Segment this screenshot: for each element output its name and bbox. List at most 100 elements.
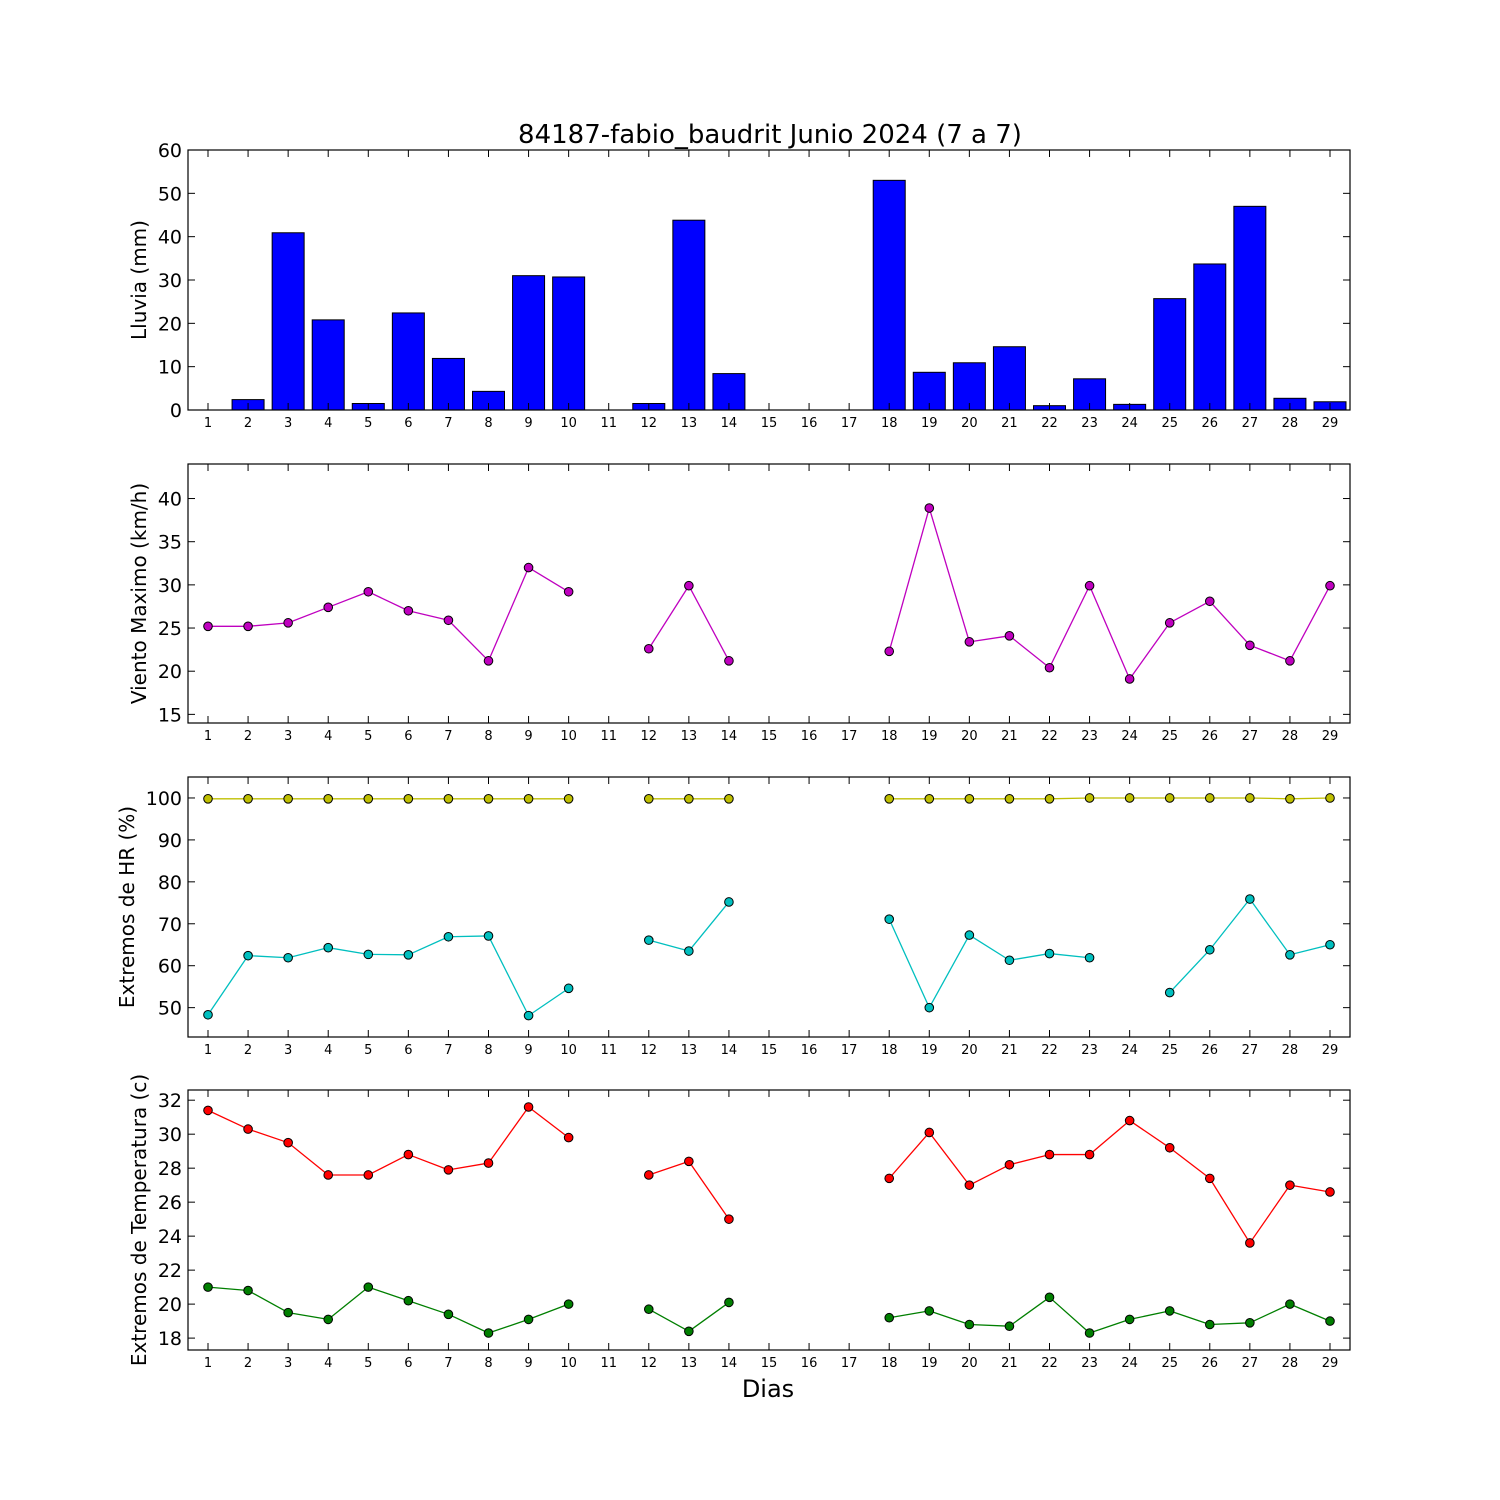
series-0-point-day-9: [523, 794, 534, 804]
axes-frame: [187, 776, 1351, 1038]
x-tick-label: 8: [484, 416, 492, 431]
series-0-point-day-18: [884, 1173, 895, 1184]
series-0-segment: [368, 591, 409, 612]
series-0-point-day-20: [964, 1180, 975, 1190]
x-tick-label: 10: [560, 416, 577, 431]
x-tick-label: 29: [1322, 1356, 1339, 1371]
x-tick-label: 22: [1041, 729, 1058, 744]
series-1-segment: [248, 954, 289, 959]
series-0-segment: [1169, 600, 1211, 624]
series-0-point-day-5: [363, 586, 374, 597]
y-tick-label: 60: [158, 140, 182, 162]
series-0-point-day-25: [1164, 793, 1175, 803]
series-0-point-day-7: [443, 794, 454, 804]
series-1-segment: [288, 1311, 329, 1321]
series-0-segment: [487, 1106, 530, 1164]
series-0-point-day-1: [203, 621, 213, 632]
y-tick-label: 20: [158, 313, 182, 335]
x-tick-label: 2: [244, 1356, 252, 1371]
x-tick-label: 26: [1202, 1043, 1219, 1058]
y-tick-label: 22: [158, 1260, 182, 1282]
series-0-point-day-28: [1285, 1180, 1295, 1190]
y-tick-label: 15: [158, 704, 182, 726]
x-tick-label: 6: [404, 416, 412, 431]
series-0-point-day-23: [1084, 580, 1095, 591]
x-tick-label: 24: [1121, 729, 1138, 744]
series-0-segment: [1249, 1184, 1291, 1244]
x-tick-label: 12: [641, 729, 658, 744]
series-0-point-day-26: [1204, 596, 1215, 607]
series-1-segment: [969, 934, 1010, 961]
chart-title: 84187-fabio_baudrit Junio 2024 (7 a 7): [518, 120, 1022, 150]
series-0-point-day-24: [1124, 793, 1135, 803]
series-1-segment: [928, 934, 970, 1008]
series-0-point-day-25: [1164, 1142, 1175, 1153]
x-tick-label: 9: [524, 1043, 532, 1058]
series-0-point-day-18: [884, 794, 895, 804]
series-1-point-day-10: [563, 983, 574, 994]
series-1-segment: [448, 935, 489, 938]
x-tick-label: 20: [961, 416, 978, 431]
series-1-point-day-26: [1204, 944, 1215, 955]
x-tick-label: 18: [881, 416, 898, 431]
series-1-point-day-19: [924, 1306, 935, 1316]
x-tick-label: 7: [444, 1043, 452, 1058]
series-1-point-day-12: [643, 1304, 654, 1315]
bar-day-9: [512, 275, 546, 411]
y-tick-label: 25: [158, 618, 182, 640]
series-0-point-day-5: [363, 1170, 374, 1180]
series-1-segment: [487, 935, 530, 1016]
x-tick-label: 23: [1081, 416, 1098, 431]
series-1-point-day-3: [283, 952, 293, 963]
x-tick-label: 26: [1202, 729, 1219, 744]
series-0-segment: [969, 635, 1010, 643]
x-tick-label: 2: [244, 729, 252, 744]
x-tick-label: 28: [1282, 416, 1299, 431]
bar-day-25: [1153, 298, 1187, 411]
x-tick-label: 25: [1161, 416, 1178, 431]
series-1-segment: [1209, 1322, 1250, 1326]
x-tick-label: 5: [364, 416, 372, 431]
series-1-point-day-18: [884, 914, 895, 924]
series-1-segment: [648, 939, 690, 952]
bar-day-26: [1193, 263, 1227, 411]
series-1-segment: [408, 936, 449, 956]
series-0-segment: [688, 1161, 730, 1220]
series-1-point-day-4: [323, 1314, 334, 1325]
series-0-segment: [1129, 622, 1171, 680]
series-0-point-day-2: [243, 1124, 253, 1134]
series-0-segment: [888, 1132, 930, 1179]
series-0-point-day-20: [964, 637, 975, 647]
series-0-point-day-6: [403, 605, 414, 616]
x-tick-label: 4: [324, 729, 332, 744]
series-1-point-day-22: [1044, 1292, 1055, 1303]
series-0-point-day-2: [243, 621, 253, 632]
x-tick-label: 11: [600, 729, 617, 744]
series-0-point-day-1: [203, 1105, 213, 1116]
x-tick-label: 4: [324, 1043, 332, 1058]
series-0-point-day-2: [243, 794, 253, 804]
y-tick-label: 90: [158, 830, 182, 852]
y-tick-label: 30: [158, 1124, 182, 1146]
series-0-point-day-4: [323, 602, 334, 613]
series-0-point-day-12: [643, 1170, 654, 1180]
series-0-segment: [1009, 635, 1050, 669]
y-axis-label: Extremos de HR (%): [115, 806, 139, 1008]
series-0-point-day-13: [684, 580, 694, 591]
y-tick-label: 50: [158, 183, 182, 205]
x-tick-label: 22: [1041, 416, 1058, 431]
x-tick-label: 18: [881, 1043, 898, 1058]
series-0-point-day-1: [203, 794, 213, 804]
series-1-point-day-7: [443, 931, 454, 942]
x-tick-label: 18: [881, 729, 898, 744]
x-tick-label: 10: [560, 1356, 577, 1371]
series-0-point-day-25: [1164, 618, 1175, 628]
x-tick-label: 28: [1282, 729, 1299, 744]
series-0-segment: [447, 619, 489, 662]
series-1-point-day-7: [443, 1309, 454, 1320]
series-1-point-day-21: [1004, 955, 1015, 966]
series-0-segment: [1289, 1184, 1331, 1193]
y-tick-label: 24: [158, 1226, 182, 1248]
